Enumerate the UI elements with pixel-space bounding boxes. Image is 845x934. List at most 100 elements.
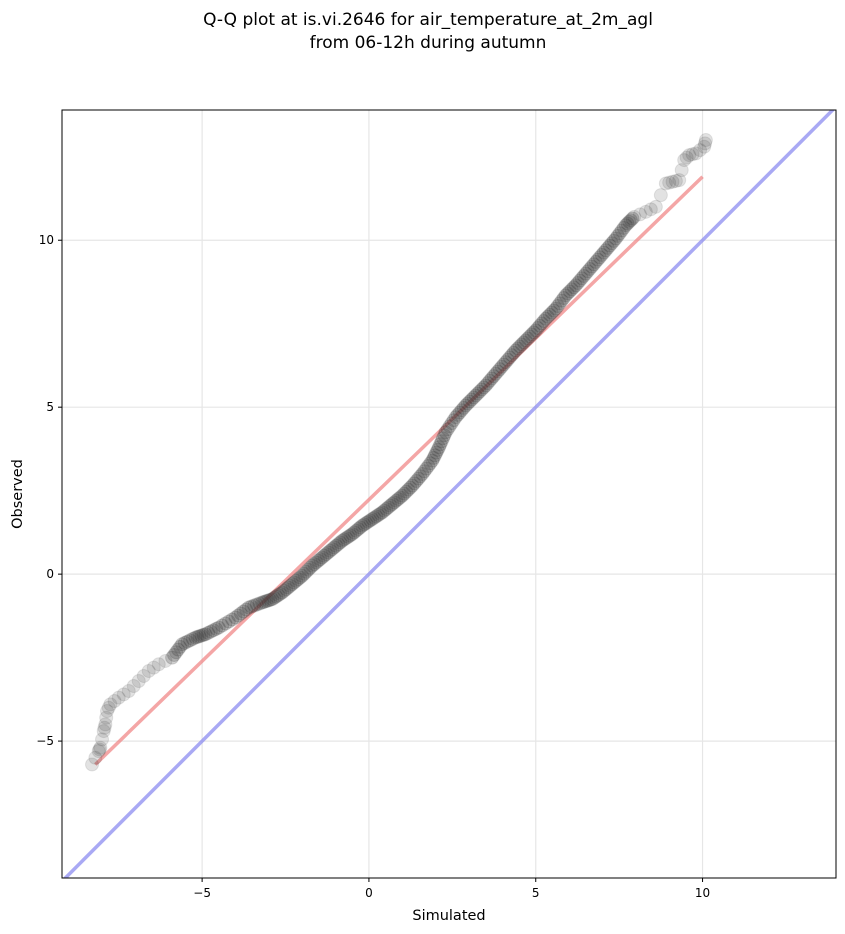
quantile-point xyxy=(339,531,354,546)
quantile-point xyxy=(508,343,523,358)
quantile-point xyxy=(504,348,519,363)
quantile-point xyxy=(85,757,100,772)
quantile-point xyxy=(353,520,368,535)
quantile-point xyxy=(437,428,452,443)
quantile-point xyxy=(444,416,459,431)
quantile-point xyxy=(492,362,507,377)
quantile-point xyxy=(96,724,111,739)
quantile-point xyxy=(538,311,553,326)
quantile-point xyxy=(173,639,188,654)
quantile-point xyxy=(411,471,426,486)
quantile-point xyxy=(574,271,589,286)
quantile-point xyxy=(261,593,276,608)
quantile-point xyxy=(677,153,692,168)
quantile-point xyxy=(349,523,364,538)
quantile-point xyxy=(698,136,713,151)
quantile-point xyxy=(271,588,286,603)
chart-title-line-2: from 06-12h during autumn xyxy=(310,33,547,53)
quantile-point xyxy=(643,202,658,217)
quantile-point xyxy=(93,740,108,755)
quantile-point xyxy=(287,575,302,590)
quantile-point xyxy=(540,309,555,324)
y-tick-label: −5 xyxy=(36,734,54,748)
quantile-point xyxy=(658,176,673,191)
quantile-point xyxy=(413,469,428,484)
quantile-point xyxy=(586,257,601,272)
quantile-point xyxy=(560,286,575,301)
quantile-point xyxy=(468,388,483,403)
chart-title-line-1: Q-Q plot at is.vi.2646 for air_temperatu… xyxy=(203,10,653,30)
quantile-point xyxy=(423,456,438,471)
quantile-point xyxy=(209,621,224,636)
quantile-point xyxy=(434,434,449,449)
quantile-point xyxy=(175,637,190,652)
quantile-point xyxy=(616,220,631,235)
quantile-point xyxy=(321,545,336,560)
quantile-point xyxy=(421,458,436,473)
quantile-point xyxy=(572,273,587,288)
quantile-point xyxy=(255,595,270,610)
quantile-point xyxy=(438,425,453,440)
quantile-point xyxy=(303,560,318,575)
quantile-point xyxy=(343,528,358,543)
quantile-point xyxy=(542,307,557,322)
quantile-point xyxy=(97,720,112,735)
quantile-point xyxy=(387,495,402,510)
quantile-point xyxy=(203,624,218,639)
quantile-point xyxy=(448,410,463,425)
quantile-point xyxy=(490,364,505,379)
quantile-point xyxy=(536,314,551,329)
quantile-point xyxy=(558,288,573,303)
quantile-point xyxy=(379,502,394,517)
quantile-point xyxy=(562,284,577,299)
quantile-point xyxy=(335,533,350,548)
quantile-point xyxy=(341,529,356,544)
quantile-point xyxy=(218,616,233,631)
quantile-point xyxy=(98,717,113,732)
quantile-point xyxy=(554,293,569,308)
quantile-point xyxy=(201,625,216,640)
quantile-point xyxy=(622,214,637,229)
quantile-point xyxy=(371,508,386,523)
quantile-point xyxy=(584,259,599,274)
quantile-point xyxy=(674,163,689,178)
quantile-point xyxy=(305,558,320,573)
quantile-point xyxy=(277,583,292,598)
quantile-point xyxy=(452,405,467,420)
quantile-point xyxy=(88,750,103,765)
quantile-point xyxy=(381,500,396,515)
quantile-point xyxy=(682,148,697,163)
quantile-point xyxy=(171,642,186,657)
quantile-point xyxy=(111,690,126,705)
quantile-point xyxy=(600,240,615,255)
quantile-point xyxy=(244,599,259,614)
quantile-point xyxy=(347,525,362,540)
quantile-point xyxy=(638,204,653,219)
quantile-point xyxy=(146,660,161,675)
quantile-point xyxy=(494,359,509,374)
quantile-point xyxy=(419,461,434,476)
quantile-points xyxy=(85,133,713,772)
quantile-point xyxy=(359,516,374,531)
quantile-point xyxy=(91,744,106,759)
quantile-point xyxy=(608,231,623,246)
quantile-point xyxy=(612,226,627,241)
quantile-point xyxy=(397,486,412,501)
quantile-point xyxy=(239,602,254,617)
quantile-point xyxy=(627,209,642,224)
quantile-point xyxy=(502,350,517,365)
x-tick-label: 10 xyxy=(695,886,710,900)
quantile-point xyxy=(476,380,491,395)
quantile-point xyxy=(685,147,700,162)
quantile-point xyxy=(395,488,410,503)
quantile-point xyxy=(544,305,559,320)
quantile-point xyxy=(92,742,107,757)
quantile-point xyxy=(355,518,370,533)
quantile-point xyxy=(252,596,267,611)
quantile-point xyxy=(194,628,209,643)
quantile-point xyxy=(566,280,581,295)
quantile-point xyxy=(450,407,465,422)
quantile-point xyxy=(100,704,115,719)
quantile-point xyxy=(610,228,625,243)
quantile-point xyxy=(588,254,603,269)
